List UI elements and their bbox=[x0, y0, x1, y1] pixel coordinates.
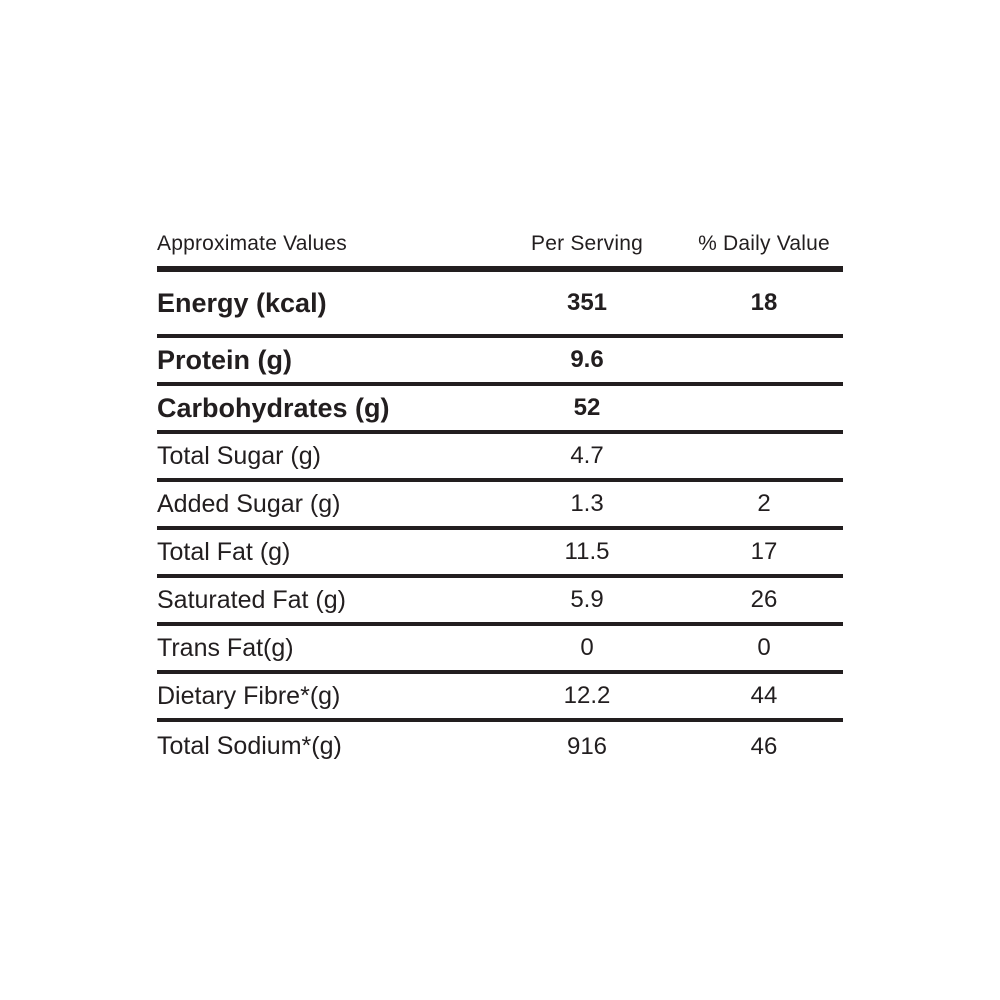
row-per-serving: 5.9 bbox=[570, 586, 604, 613]
row-label: Carbohydrates (g) bbox=[157, 392, 390, 423]
row-daily-value: 0 bbox=[757, 634, 771, 661]
row-daily-value: 44 bbox=[750, 682, 778, 709]
row-daily-value: 26 bbox=[750, 586, 778, 613]
table-row: Dietary Fibre*(g) 12.2 44 bbox=[157, 674, 843, 722]
table-row: Added Sugar (g) 1.3 2 bbox=[157, 482, 843, 530]
row-daily-value: 46 bbox=[750, 732, 778, 760]
row-per-serving: 9.6 bbox=[570, 346, 604, 373]
row-label: Dietary Fibre*(g) bbox=[157, 681, 341, 710]
table-body: Energy (kcal) 351 18 Protein (g) 9.6 Car… bbox=[157, 272, 843, 771]
nutrition-table: Approximate Values Per Serving % Daily V… bbox=[157, 222, 843, 771]
row-label: Added Sugar (g) bbox=[157, 489, 341, 518]
header-approximate-values: Approximate Values bbox=[157, 232, 347, 255]
row-per-serving: 12.2 bbox=[563, 682, 611, 709]
row-label: Energy (kcal) bbox=[157, 287, 327, 318]
row-label: Trans Fat(g) bbox=[157, 633, 294, 662]
row-label: Protein (g) bbox=[157, 344, 292, 375]
row-daily-value: 17 bbox=[750, 538, 778, 565]
table-row: Trans Fat(g) 0 0 bbox=[157, 626, 843, 674]
row-daily-value: 2 bbox=[757, 490, 771, 517]
row-daily-value: 18 bbox=[750, 289, 778, 316]
table-row: Total Sugar (g) 4.7 bbox=[157, 434, 843, 482]
row-label: Saturated Fat (g) bbox=[157, 585, 346, 614]
table-row: Total Sodium*(g) 916 46 bbox=[157, 722, 843, 771]
header-daily-value: % Daily Value bbox=[698, 232, 830, 255]
table-row: Carbohydrates (g) 52 bbox=[157, 386, 843, 434]
table-row: Saturated Fat (g) 5.9 26 bbox=[157, 578, 843, 626]
row-per-serving: 916 bbox=[566, 732, 608, 760]
table-row: Total Fat (g) 11.5 17 bbox=[157, 530, 843, 578]
table-row: Energy (kcal) 351 18 bbox=[157, 272, 843, 338]
header-per-serving: Per Serving bbox=[531, 232, 643, 255]
row-per-serving: 351 bbox=[566, 289, 608, 316]
table-header-row: Approximate Values Per Serving % Daily V… bbox=[157, 222, 843, 272]
table-row: Protein (g) 9.6 bbox=[157, 338, 843, 386]
row-label: Total Fat (g) bbox=[157, 537, 291, 566]
row-per-serving: 52 bbox=[573, 394, 601, 421]
row-per-serving: 11.5 bbox=[564, 538, 610, 565]
row-label: Total Sugar (g) bbox=[157, 441, 321, 470]
row-label: Total Sodium*(g) bbox=[157, 732, 342, 760]
row-per-serving: 0 bbox=[580, 634, 594, 661]
row-per-serving: 4.7 bbox=[570, 442, 604, 469]
row-per-serving: 1.3 bbox=[570, 490, 604, 517]
